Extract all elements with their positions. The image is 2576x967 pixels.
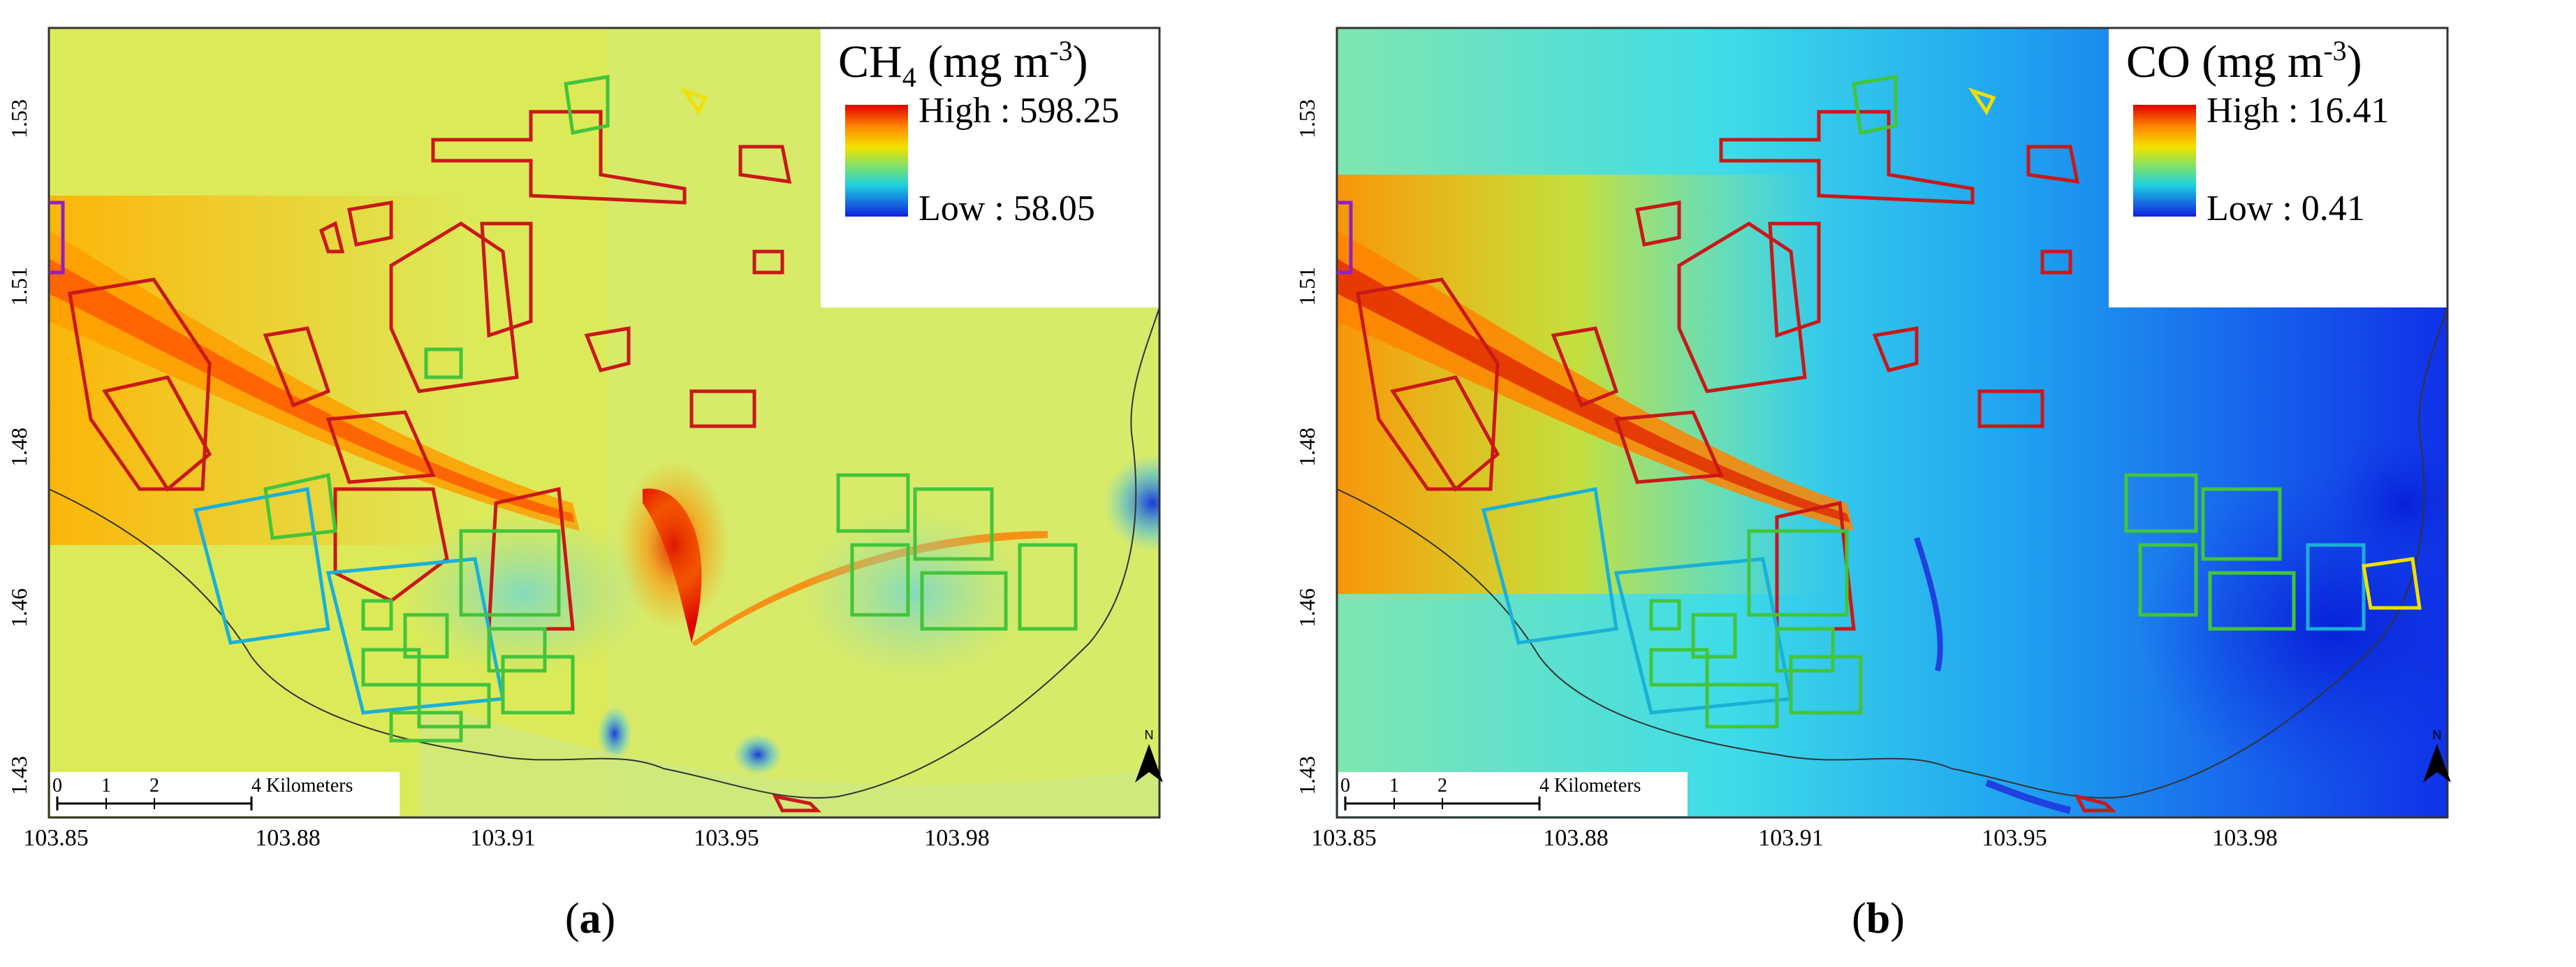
legend-title: CO (mg m-3) [2126, 35, 2362, 87]
y-tick-5: 1.43 [1294, 756, 1319, 795]
scale-bar: 0 1 2 4 Kilometers [50, 772, 400, 816]
land-parcels [1337, 75, 2422, 813]
color-ramp [845, 105, 908, 217]
x-axis: 103.85 103.88 103.91 103.95 103.98 [23, 825, 990, 851]
y-tick-2: 1.51 [6, 267, 31, 306]
scale-bar: 0 1 2 4 Kilometers [1338, 772, 1688, 816]
legend-high-label: High : 16.41 [2207, 91, 2389, 131]
y-axis: 1.53 1.51 1.48 1.46 1.43 [6, 99, 31, 795]
ch4-map: 1.53 1.51 1.48 1.46 1.43 103.85 103.88 1… [6, 27, 1163, 851]
y-tick-4: 1.46 [1294, 588, 1319, 627]
y-tick-2: 1.51 [1294, 267, 1319, 306]
y-tick-4: 1.46 [6, 588, 31, 627]
y-axis: 1.53 1.51 1.48 1.46 1.43 [1294, 99, 1319, 795]
coastline [48, 307, 1160, 799]
land-parcels [49, 75, 1078, 813]
x-tick-3: 103.91 [1758, 825, 1824, 851]
scale-label-3: 4 Kilometers [251, 775, 353, 797]
legend-low-label: Low : 0.41 [2207, 189, 2365, 228]
legend-title: CH4 (mg m-3) [838, 35, 1088, 93]
y-tick-3: 1.48 [1294, 428, 1319, 467]
x-tick-2: 103.88 [255, 825, 321, 851]
scale-label-2: 2 [149, 775, 159, 797]
legend: CO (mg m-3) High : 16.41 Low : 0.41 [2126, 35, 2389, 228]
y-tick-3: 1.48 [6, 428, 31, 467]
y-tick-1: 1.53 [6, 99, 31, 138]
x-tick-1: 103.85 [1311, 825, 1377, 851]
x-axis: 103.85 103.88 103.91 103.95 103.98 [1311, 825, 2278, 851]
color-ramp [2133, 105, 2196, 217]
scale-label-0: 0 [1340, 775, 1350, 797]
scale-label-1: 1 [1389, 775, 1399, 797]
x-tick-4: 103.95 [694, 825, 759, 851]
svg-text:N: N [1145, 728, 1154, 742]
legend: CH4 (mg m-3) High : 598.25 Low : 58.05 [838, 35, 1119, 228]
map-panel-a: 1.53 1.51 1.48 1.46 1.43 103.85 103.88 1… [6, 27, 1163, 943]
legend-low-label: Low : 58.05 [919, 189, 1095, 228]
x-tick-2: 103.88 [1543, 825, 1609, 851]
north-arrow-icon: N [2423, 728, 2451, 783]
y-tick-1: 1.53 [1294, 99, 1319, 138]
coastline [1336, 307, 2448, 799]
legend-high-label: High : 598.25 [919, 91, 1119, 131]
svg-text:N: N [2433, 728, 2442, 742]
x-tick-1: 103.85 [23, 825, 89, 851]
north-arrow-icon: N [1135, 728, 1163, 783]
scale-label-0: 0 [52, 775, 62, 797]
x-tick-3: 103.91 [470, 825, 536, 851]
panel-caption-b: (b) [1852, 895, 1905, 943]
co-map: 1.53 1.51 1.48 1.46 1.43 103.85 103.88 1… [1294, 27, 2451, 851]
panel-caption-a: (a) [564, 895, 616, 943]
scale-label-1: 1 [101, 775, 111, 797]
map-panel-b: 1.53 1.51 1.48 1.46 1.43 103.85 103.88 1… [1288, 0, 2576, 967]
x-tick-5: 103.98 [2212, 825, 2278, 851]
scale-label-2: 2 [1437, 775, 1447, 797]
x-tick-4: 103.95 [1982, 825, 2047, 851]
scale-label-3: 4 Kilometers [1539, 775, 1641, 797]
y-tick-5: 1.43 [6, 756, 31, 795]
x-tick-5: 103.98 [924, 825, 990, 851]
